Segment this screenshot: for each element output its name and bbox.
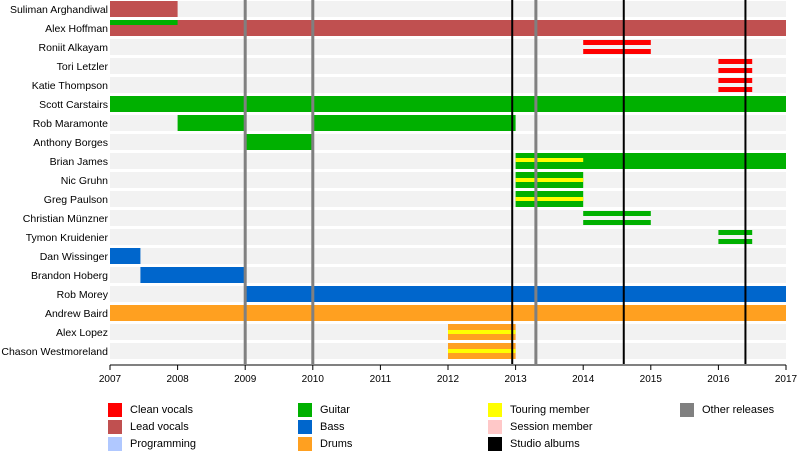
x-tick-label: 2007 (99, 374, 122, 385)
row-background (110, 229, 786, 245)
bar (245, 286, 786, 302)
x-tick-label: 2016 (707, 374, 730, 385)
member-label: Suliman Arghandiwal (10, 4, 108, 16)
row-background (110, 191, 786, 207)
studio-album-line (622, 0, 625, 364)
x-tick-label: 2013 (504, 374, 527, 385)
bar (583, 40, 651, 45)
bar (110, 20, 178, 25)
member-label: Roniit Alkayam (39, 42, 109, 54)
bar (110, 248, 141, 264)
bar (718, 78, 753, 83)
member-label: Alex Hoffman (45, 23, 108, 35)
member-label: Chason Westmoreland (1, 346, 108, 358)
bar (177, 115, 246, 131)
row-background (110, 39, 786, 55)
bar (583, 211, 651, 216)
row-background (110, 210, 786, 226)
member-label: Greg Paulson (44, 194, 108, 206)
touring-stripe (515, 197, 584, 201)
x-tick-label: 2010 (302, 374, 325, 385)
member-label: Rob Morey (57, 289, 109, 301)
bar (140, 267, 246, 283)
row-background (110, 1, 786, 17)
other-release-line (311, 0, 315, 364)
row-background (110, 77, 786, 93)
bar (110, 1, 178, 17)
member-label: Brandon Hoberg (31, 270, 108, 282)
touring-stripe (448, 349, 516, 353)
bar (718, 59, 753, 64)
member-label: Rob Maramonte (33, 118, 108, 130)
x-tick-label: 2009 (234, 374, 257, 385)
bar (583, 49, 651, 54)
x-tick-label: 2008 (166, 374, 189, 385)
x-tick-label: 2012 (437, 374, 460, 385)
bar (718, 230, 753, 235)
x-tick-label: 2015 (640, 374, 663, 385)
member-label: Tymon Kruidenier (26, 232, 109, 244)
bar (718, 239, 753, 244)
bar (312, 115, 516, 131)
studio-album-line (744, 0, 747, 364)
member-label: Anthony Borges (33, 137, 108, 149)
bar (718, 87, 753, 92)
bar (515, 153, 786, 169)
touring-stripe (515, 158, 584, 162)
member-label: Dan Wissinger (40, 251, 109, 263)
member-label: Scott Carstairs (39, 99, 108, 111)
bar (583, 220, 651, 225)
bar (718, 68, 753, 73)
member-label: Christian Münzner (23, 213, 109, 225)
touring-stripe (515, 178, 584, 182)
x-tick-label: 2014 (572, 374, 595, 385)
bar (110, 305, 786, 321)
bar (110, 20, 786, 36)
other-release-line (243, 0, 247, 364)
bar (110, 96, 786, 112)
x-tick-label: 2017 (775, 374, 798, 385)
member-label: Nic Gruhn (61, 175, 108, 187)
member-label: Alex Lopez (56, 327, 108, 339)
other-release-line (534, 0, 538, 364)
row-background (110, 172, 786, 188)
row-background (110, 58, 786, 74)
member-label: Andrew Baird (45, 308, 108, 320)
member-label: Katie Thompson (32, 80, 108, 92)
row-background (110, 248, 786, 264)
row-background (110, 134, 786, 150)
row-background (110, 267, 786, 283)
x-tick-label: 2011 (370, 374, 392, 385)
touring-stripe (448, 330, 516, 334)
studio-album-line (511, 0, 514, 364)
member-label: Brian James (50, 156, 108, 168)
bar (245, 134, 313, 150)
member-label: Tori Letzler (57, 61, 109, 73)
